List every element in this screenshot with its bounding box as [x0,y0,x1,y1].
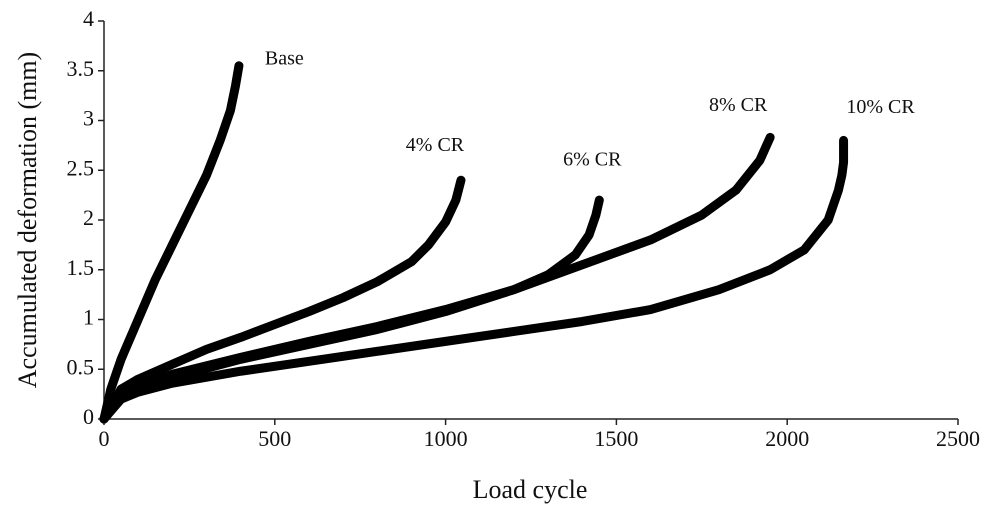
series-label: Base [265,47,304,69]
y-tick-label: 2.5 [67,155,95,180]
x-tick-label: 2000 [765,426,809,451]
y-tick-label: 4 [83,6,94,31]
y-tick-label: 3.5 [67,56,95,81]
x-tick-label: 2500 [936,426,980,451]
y-tick-label: 1.5 [67,255,95,280]
series-label: 10% CR [846,96,915,118]
y-tick-label: 0.5 [67,354,95,379]
y-axis-label: Accumulated deformation (mm) [13,52,42,388]
series-line [99,175,466,424]
series-label: 8% CR [709,94,768,116]
x-tick-label: 1000 [424,426,468,451]
y-tick-label: 1 [83,305,94,330]
series-label: 6% CR [563,149,622,171]
series-line [99,61,244,424]
y-tick-label: 2 [83,205,94,230]
x-axis-label: Load cycle [473,475,588,504]
x-tick-label: 1500 [594,426,638,451]
x-tick-label: 500 [258,426,291,451]
series-line [99,135,849,424]
y-tick-label: 0 [83,404,94,429]
y-tick-label: 3 [83,106,94,131]
series-label: 4% CR [406,134,465,156]
x-tick-label: 0 [99,426,110,451]
